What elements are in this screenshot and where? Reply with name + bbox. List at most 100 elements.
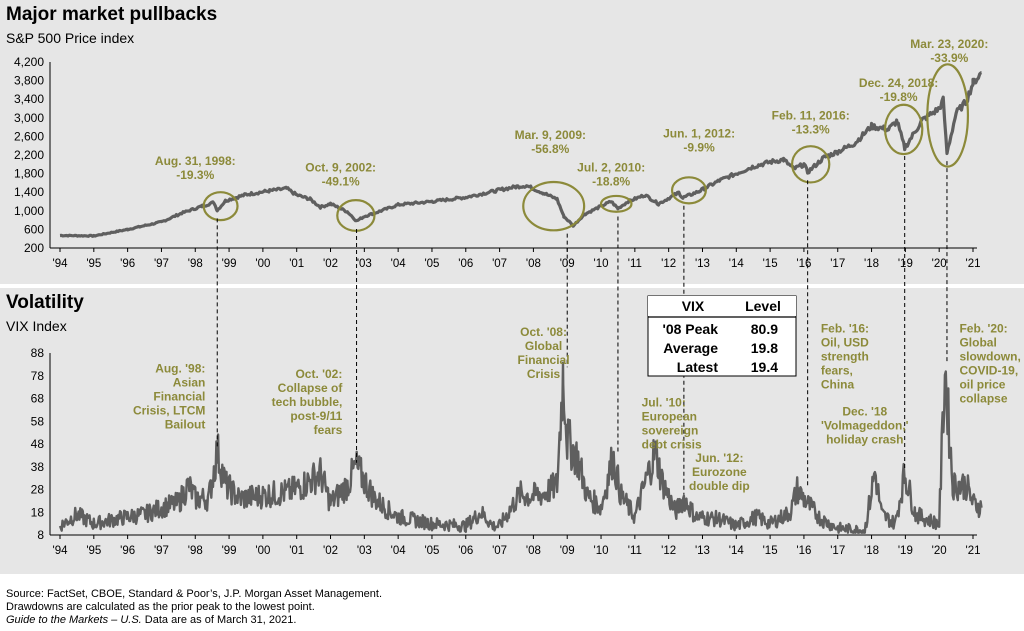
vix-event-label: Eurozone xyxy=(692,465,747,479)
vix-x-tick: '01 xyxy=(289,545,304,557)
sp500-x-tick: '06 xyxy=(458,258,473,270)
vix-table-row-value: 19.8 xyxy=(751,340,778,356)
pullback-date-label: Jul. 2, 2010: xyxy=(577,161,645,175)
sp500-y-tick: 3,000 xyxy=(14,111,44,125)
vix-event-label: 'Volmageddon,' xyxy=(821,419,909,433)
date-note: Guide to the Markets – U.S. Data are as … xyxy=(6,614,296,627)
sp500-x-tick: '11 xyxy=(628,258,642,270)
sp500-x-tick: '99 xyxy=(222,258,237,270)
vix-event-label: Global xyxy=(959,336,996,350)
vix-line xyxy=(58,361,983,534)
vix-table-row-label: Average xyxy=(663,340,718,356)
pullback-drawdown-label: -56.8% xyxy=(531,142,569,156)
vix-subtitle: VIX Index xyxy=(6,318,67,334)
pullback-ellipse xyxy=(599,194,633,213)
sp500-x-tick: '02 xyxy=(323,258,338,270)
vix-table-row-label: '08 Peak xyxy=(663,321,719,337)
sp500-y-tick: 1,800 xyxy=(14,167,44,181)
vix-event-label: collapse xyxy=(959,392,1007,406)
sp500-x-tick: '08 xyxy=(526,258,541,270)
pullback-date-label: Jun. 1, 2012: xyxy=(663,126,735,140)
vix-x-tick: '09 xyxy=(560,545,575,557)
vix-event-label: COVID-19, xyxy=(959,364,1018,378)
pullback-ellipse xyxy=(522,180,586,232)
vix-x-tick: '00 xyxy=(255,545,270,557)
vix-event-label: Feb. '16: xyxy=(821,322,869,336)
sp500-y-tick: 600 xyxy=(24,222,44,236)
pullback-date-label: Aug. 31, 1998: xyxy=(155,154,236,168)
vix-event-label: oil price xyxy=(959,378,1005,392)
vix-event-label: strength xyxy=(821,350,869,364)
guide-title: Guide to the Markets – U.S. xyxy=(6,614,142,626)
vix-y-tick: 58 xyxy=(31,414,45,428)
vix-event-label: Asian xyxy=(173,375,206,389)
vix-y-tick: 18 xyxy=(31,505,45,519)
vix-event-label: Global xyxy=(525,339,562,353)
vix-event-label: Oil, USD xyxy=(821,336,869,350)
vix-event-label: Crisis, LTCM xyxy=(133,403,205,417)
source-note: Source: FactSet, CBOE, Standard & Poor’s… xyxy=(6,588,383,600)
vix-y-tick: 68 xyxy=(31,392,45,406)
sp500-x-tick: '98 xyxy=(188,258,203,270)
pullback-drawdown-label: -9.9% xyxy=(683,140,715,154)
vix-x-tick: '02 xyxy=(323,545,338,557)
vix-y-tick: 28 xyxy=(31,483,45,497)
date-note-text: Data are as of March 31, 2021. xyxy=(141,614,297,626)
drawdown-note: Drawdowns are calculated as the prior pe… xyxy=(6,601,315,613)
sp500-x-tick: '18 xyxy=(864,258,879,270)
sp500-x-tick: '20 xyxy=(932,258,947,270)
sp500-x-tick: '04 xyxy=(391,258,407,270)
sp500-y-tick: 3,400 xyxy=(14,92,44,106)
sp500-x-tick: '95 xyxy=(86,258,101,270)
vix-event-label: post-9/11 xyxy=(290,409,342,423)
pullback-ellipse xyxy=(202,191,239,222)
sp500-panel xyxy=(0,0,1024,284)
vix-event-label: fears, xyxy=(821,364,853,378)
vix-table-header-cell: VIX xyxy=(682,298,705,314)
sp500-line xyxy=(59,71,983,238)
sp500-y-tick: 2,600 xyxy=(14,129,44,143)
pullback-date-label: Oct. 9, 2002: xyxy=(305,161,376,175)
vix-event-label: Oct. '08: xyxy=(520,325,567,339)
vix-x-tick: '17 xyxy=(830,545,845,557)
pullback-ellipse xyxy=(790,145,831,184)
vix-x-tick: '12 xyxy=(661,545,676,557)
sp500-y-tick: 1,400 xyxy=(14,185,44,199)
sp500-x-tick: '21 xyxy=(966,258,981,270)
pullback-drawdown-label: -33.9% xyxy=(930,51,968,65)
sp500-y-tick: 2,200 xyxy=(14,148,44,162)
vix-event-label: Dec. '18 xyxy=(842,405,887,419)
vix-event-label: Oct. '02: xyxy=(295,367,342,381)
vix-panel xyxy=(0,288,1024,574)
vix-table-row-value: 80.9 xyxy=(751,321,778,337)
pullback-drawdown-label: -49.1% xyxy=(322,175,360,189)
sp500-x-tick: '14 xyxy=(729,258,745,270)
vix-event-label: Collapse of xyxy=(278,381,344,395)
sp500-x-tick: '00 xyxy=(255,258,270,270)
vix-table-row-value: 19.4 xyxy=(751,359,778,375)
vix-x-tick: '98 xyxy=(188,545,203,557)
vix-title: Volatility xyxy=(6,292,84,313)
vix-event-label: Crisis xyxy=(527,367,561,381)
vix-x-tick: '11 xyxy=(628,545,642,557)
vix-x-tick: '15 xyxy=(763,545,778,557)
vix-y-tick: 78 xyxy=(31,369,45,383)
vix-event-label: debt crisis xyxy=(642,437,702,451)
vix-x-tick: '04 xyxy=(391,545,407,557)
vix-event-label: Jun. '12: xyxy=(695,451,743,465)
vix-event-label: holiday crash xyxy=(826,433,903,447)
vix-event-label: Jul. '10: xyxy=(642,395,686,409)
sp500-x-tick: '07 xyxy=(492,258,507,270)
sp500-x-tick: '16 xyxy=(796,258,811,270)
sp500-x-tick: '15 xyxy=(763,258,778,270)
vix-x-tick: '18 xyxy=(864,545,879,557)
vix-event-label: China xyxy=(821,378,855,392)
pullback-ellipse xyxy=(883,103,924,156)
sp500-x-tick: '01 xyxy=(289,258,304,270)
vix-event-label: Financial xyxy=(518,353,570,367)
vix-x-tick: '05 xyxy=(424,545,439,557)
sp500-y-tick: 200 xyxy=(24,241,44,255)
sp500-y-tick: 1,000 xyxy=(14,204,44,218)
